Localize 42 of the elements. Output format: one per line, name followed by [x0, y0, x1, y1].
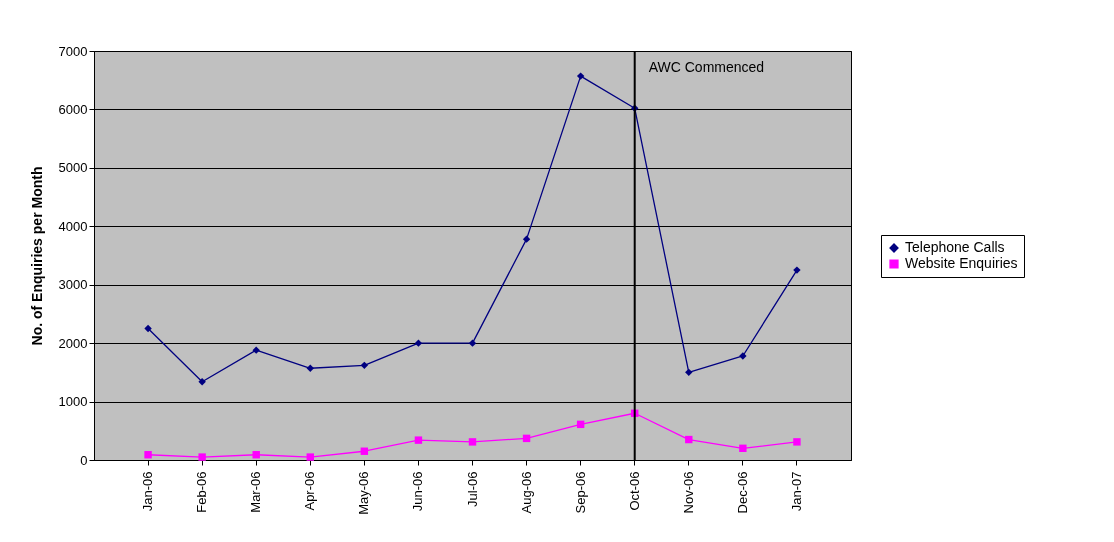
x-tick-label: Jan-07: [788, 471, 804, 512]
point: [414, 436, 423, 444]
x-tick-label: Mar-06: [248, 471, 264, 513]
point: [144, 324, 152, 333]
x-tick-label: Aug-06: [518, 471, 534, 514]
point: [576, 72, 585, 80]
point: [468, 438, 477, 446]
y-tick-label: 3000: [58, 277, 88, 293]
point: [306, 453, 314, 461]
x-tick-label: Jul-06: [464, 471, 480, 507]
point: [685, 368, 693, 377]
point: [522, 235, 531, 243]
point: [198, 378, 206, 386]
x-tick-label: Feb-06: [194, 471, 210, 513]
point: [793, 438, 801, 446]
y-tick-label: 4000: [58, 218, 88, 234]
x-tick-label: Jun-06: [410, 471, 426, 512]
x-tick-label: Apr-06: [302, 471, 318, 511]
point: [252, 346, 260, 354]
y-tick-label: 0: [80, 452, 88, 468]
y-tick-label: 7000: [58, 43, 88, 59]
x-tick-label: May-06: [356, 471, 372, 515]
x-tick-label: Nov-06: [680, 471, 696, 514]
point: [468, 339, 477, 347]
y-axis-title: No. of Enquiries per Month: [28, 166, 45, 346]
x-tick-label: Dec-06: [734, 471, 750, 514]
y-tick-label: 5000: [58, 160, 88, 176]
point: [144, 451, 152, 459]
point: [414, 339, 423, 347]
legend-label: Telephone Calls: [905, 239, 1005, 255]
x-tick-label: Sep-06: [572, 471, 588, 514]
x-tick-label: Jan-06: [140, 471, 156, 512]
y-tick-label: 1000: [58, 394, 88, 410]
y-tick-label: 2000: [58, 335, 88, 351]
legend-label: Website Enquiries: [905, 255, 1018, 271]
point: [739, 444, 747, 453]
x-tick-label: Oct-06: [626, 471, 642, 511]
point: [198, 453, 206, 461]
point: [360, 361, 369, 370]
y-tick-label: 6000: [58, 101, 88, 117]
point: [306, 364, 314, 372]
ref-line-label: AWC Commenced: [648, 59, 765, 75]
